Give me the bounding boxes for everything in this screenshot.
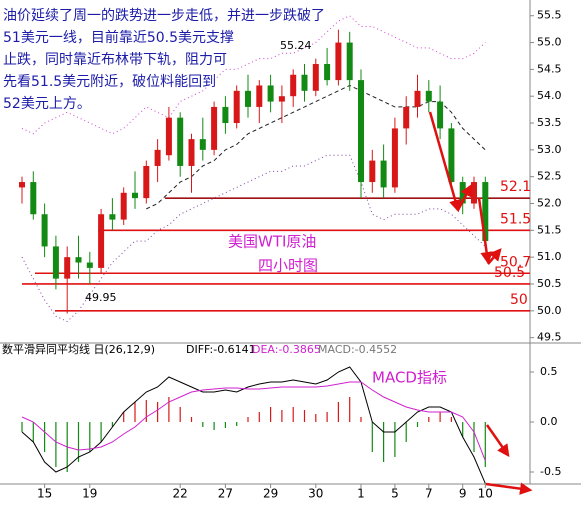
- y-tick-label: 55.0: [537, 36, 562, 49]
- candle-body: [64, 257, 71, 279]
- x-tick-label: 5: [391, 487, 399, 501]
- y-tick-label: 54.5: [537, 62, 562, 75]
- macd-line: [21, 366, 486, 484]
- annotation: 51美元一线，目前靠近50.5美元支撑: [3, 29, 234, 46]
- y-tick-label: 50.0: [537, 304, 562, 317]
- candle-body: [199, 139, 206, 150]
- candle-body: [448, 128, 455, 183]
- candle-body: [86, 262, 93, 268]
- y-tick-label: 51.0: [537, 250, 562, 263]
- candle-body: [482, 182, 489, 242]
- x-tick-label: 19: [82, 487, 97, 501]
- indicator-header: MACD:-0.4552: [318, 343, 397, 356]
- candle-body: [177, 117, 184, 166]
- y-tick-label: 51.5: [537, 223, 562, 236]
- x-tick-label: 30: [308, 487, 323, 501]
- band-line: [21, 154, 486, 323]
- annotation: 止跌，同时靠近布林带下轨，阻力可: [3, 52, 227, 68]
- candle-body: [391, 128, 398, 188]
- low-label: 49.95: [85, 291, 117, 304]
- chart-label: MACD指标: [372, 369, 447, 387]
- y-tick-label: 52.0: [537, 197, 562, 210]
- chart-label: 美国WTI原油: [228, 233, 316, 251]
- y-tick-label: 55.5: [537, 9, 562, 22]
- candle-body: [143, 165, 150, 199]
- arrow: [485, 482, 533, 495]
- candle-body: [380, 160, 387, 188]
- candle-body: [233, 90, 240, 124]
- candle-body: [154, 149, 161, 166]
- candle-body: [98, 214, 105, 268]
- candle-body: [324, 64, 331, 81]
- y-tick-label: -0.5: [540, 465, 561, 478]
- candle-body: [471, 182, 477, 204]
- candle-body: [403, 106, 410, 129]
- x-tick-label: 1: [357, 487, 365, 501]
- candle-body: [301, 74, 308, 91]
- arrow: [428, 111, 462, 213]
- y-tick-label: 50.5: [537, 277, 562, 290]
- indicator-header: 数平滑异同平均线 日(26,12,9): [2, 342, 155, 356]
- candle-body: [267, 85, 274, 102]
- annotation: 油价延续了周一的跌势进一步走低，并进一步跌破了: [3, 7, 325, 24]
- candle-body: [41, 214, 48, 247]
- arrow: [456, 183, 473, 211]
- y-tick-label: 52.5: [537, 170, 562, 183]
- candle-body: [346, 42, 353, 81]
- candle-body: [278, 96, 285, 102]
- y-tick-label: 54.0: [537, 89, 562, 102]
- candle-body: [290, 74, 297, 97]
- candle-body: [211, 106, 218, 150]
- band-line: [21, 15, 486, 135]
- x-tick-label: 7: [425, 487, 433, 501]
- level-label: 52.1: [500, 179, 531, 195]
- candle-body: [222, 106, 229, 124]
- arrow: [477, 197, 493, 265]
- y-tick-label: 0.0: [540, 415, 558, 428]
- x-tick-label: 27: [218, 487, 233, 501]
- chart-label: 四小时图: [258, 257, 318, 275]
- candle-body: [358, 80, 364, 183]
- candle-body: [75, 257, 82, 263]
- candle-body: [437, 101, 444, 129]
- candle-body: [109, 214, 116, 220]
- candle-body: [312, 64, 319, 91]
- candle-body: [19, 182, 25, 188]
- x-tick-label: 10: [478, 487, 493, 501]
- candle-body: [256, 85, 263, 107]
- candle-body: [414, 90, 421, 107]
- annotation: 先看51.5美元附近，破位料能回到: [3, 74, 216, 90]
- arrow: [487, 248, 502, 265]
- candle-body: [52, 246, 59, 279]
- candle-body: [188, 139, 195, 166]
- x-tick-label: 15: [37, 487, 52, 501]
- candle-body: [132, 192, 138, 199]
- high-label: 55.24: [280, 39, 312, 52]
- candle-body: [120, 192, 127, 220]
- indicator-header: DIFF:-0.6141: [186, 343, 256, 356]
- x-tick-label: 22: [173, 487, 188, 501]
- candle-body: [425, 90, 432, 102]
- candle-body: [369, 160, 376, 183]
- candle-body: [245, 90, 251, 107]
- x-tick-label: 9: [459, 487, 467, 501]
- annotation: 52美元上方。: [3, 96, 91, 112]
- level-label: 50: [510, 292, 528, 308]
- level-label: 50.7: [500, 254, 531, 270]
- macd-line: [21, 381, 486, 461]
- y-tick-label: 53.5: [537, 116, 562, 129]
- arrow: [485, 424, 510, 458]
- arrows: [428, 111, 533, 495]
- candle-body: [30, 182, 37, 215]
- candle-body: [165, 117, 172, 156]
- y-tick-label: 49.5: [537, 331, 562, 344]
- x-tick-label: 29: [263, 487, 278, 501]
- level-label: 50.5: [494, 265, 525, 281]
- y-tick-label: 0.5: [540, 365, 558, 378]
- level-label: 51.5: [500, 211, 531, 227]
- candle-body: [335, 42, 342, 81]
- indicator-header: DEA:-0.3865: [252, 343, 321, 356]
- y-tick-label: 53.0: [537, 143, 562, 156]
